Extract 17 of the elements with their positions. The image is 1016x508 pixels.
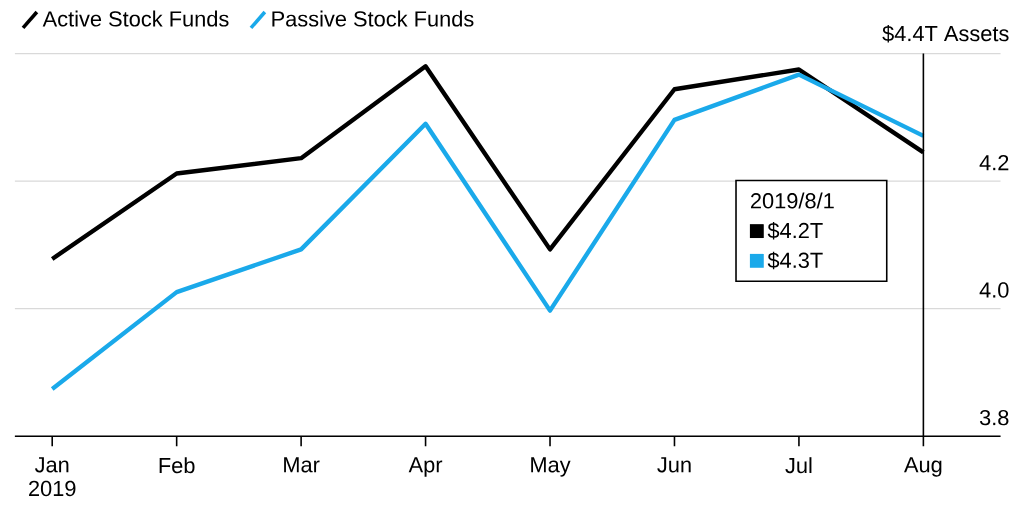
- y-tick-label: $4.4T Assets: [882, 25, 1009, 43]
- x-tick-label: May: [531, 457, 571, 477]
- y-tick-label: 4.2: [979, 155, 1009, 171]
- x-tick-label: Jan 2019: [29, 457, 76, 497]
- legend-label: Passive Stock Funds: [272, 10, 474, 27]
- x-tick-label: Jul: [785, 457, 812, 474]
- x-tick-label: Apr: [408, 457, 443, 477]
- x-tick-label: Jun: [657, 457, 691, 473]
- annotation: 2019/8/1: [750, 192, 834, 209]
- y-tick-label: 3.8: [979, 410, 1009, 426]
- x-tick-label: Aug: [904, 457, 942, 477]
- x-tick-label: Feb: [159, 457, 195, 474]
- x-tick-label: Mar: [284, 457, 320, 473]
- annotation: $4.3T: [767, 251, 823, 270]
- y-tick-label: 4.0: [979, 282, 1009, 298]
- legend-label: Active Stock Funds: [42, 10, 229, 27]
- annotation: $4.2T: [767, 222, 823, 240]
